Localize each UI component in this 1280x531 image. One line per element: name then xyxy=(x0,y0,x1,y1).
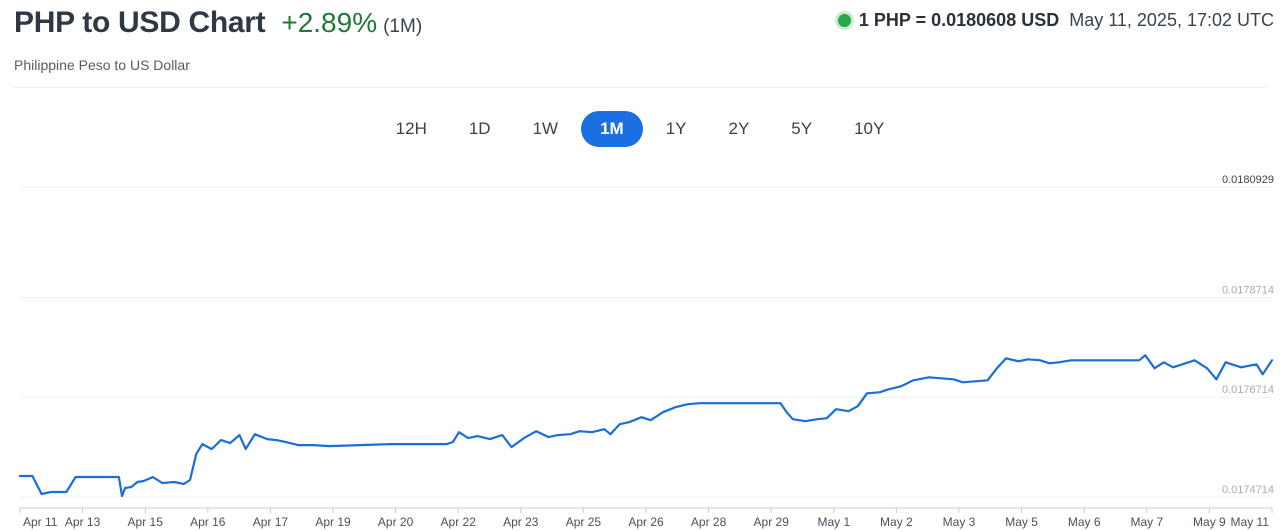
y-tick-label: 0.0180929 xyxy=(1222,174,1274,186)
tab-12h[interactable]: 12H xyxy=(395,119,427,138)
x-tick-label: Apr 11 xyxy=(23,515,58,529)
x-tick-label: Apr 25 xyxy=(566,515,602,529)
rate-timestamp: May 11, 2025, 17:02 UTC xyxy=(1069,10,1274,30)
x-tick-label: May 3 xyxy=(943,515,976,529)
x-tick-label: Apr 29 xyxy=(754,515,790,529)
tab-2y[interactable]: 2Y xyxy=(728,119,750,138)
x-tick-label: Apr 19 xyxy=(315,515,351,529)
live-status-icon xyxy=(837,14,851,27)
x-tick-label: May 2 xyxy=(880,515,913,529)
x-tick-label: Apr 17 xyxy=(253,515,289,529)
y-tick-label: 0.0178714 xyxy=(1222,284,1274,296)
x-tick-label: Apr 28 xyxy=(691,515,727,529)
tab-1w[interactable]: 1W xyxy=(532,119,559,138)
x-tick-label: May 1 xyxy=(817,515,850,529)
page-subtitle: Philippine Peso to US Dollar xyxy=(14,57,190,73)
x-tick-label: Apr 22 xyxy=(441,515,477,529)
x-tick-label: May 7 xyxy=(1130,515,1163,529)
page-title: PHP to USD Chart xyxy=(14,6,266,39)
current-rate: 1 PHP = 0.0180608 USD xyxy=(858,10,1060,30)
time-range-tabs: 12H 1D 1W 1M 1Y 2Y 5Y 10Y xyxy=(0,111,1280,147)
tab-5y[interactable]: 5Y xyxy=(791,119,813,138)
chart-header: PHP to USD Chart +2.89% (1M) xyxy=(14,6,422,40)
header-divider xyxy=(14,87,1266,88)
y-tick-label: 0.0176714 xyxy=(1222,384,1274,396)
current-rate-box: 1 PHP = 0.0180608 USD May 11, 2025, 17:0… xyxy=(837,10,1274,31)
x-tick-label: May 6 xyxy=(1068,515,1101,529)
x-tick-label: Apr 13 xyxy=(65,515,101,529)
x-tick-label: May 11 xyxy=(1231,515,1270,529)
x-tick-label: Apr 20 xyxy=(378,515,414,529)
x-tick-label: May 9 xyxy=(1193,515,1226,529)
series-line xyxy=(18,354,1274,498)
tab-1d[interactable]: 1D xyxy=(468,119,491,138)
x-tick-label: Apr 23 xyxy=(503,515,539,529)
change-percent: +2.89% xyxy=(281,7,378,38)
x-tick-label: Apr 16 xyxy=(190,515,226,529)
change-period: (1M) xyxy=(383,16,423,37)
x-tick-label: May 5 xyxy=(1005,515,1038,529)
x-tick-label: Apr 15 xyxy=(128,515,164,529)
tab-1y[interactable]: 1Y xyxy=(665,119,687,138)
tab-10y[interactable]: 10Y xyxy=(854,119,885,138)
tab-1m[interactable]: 1M xyxy=(581,111,643,147)
y-tick-label: 0.0174714 xyxy=(1222,484,1274,496)
x-tick-label: Apr 26 xyxy=(628,515,664,529)
